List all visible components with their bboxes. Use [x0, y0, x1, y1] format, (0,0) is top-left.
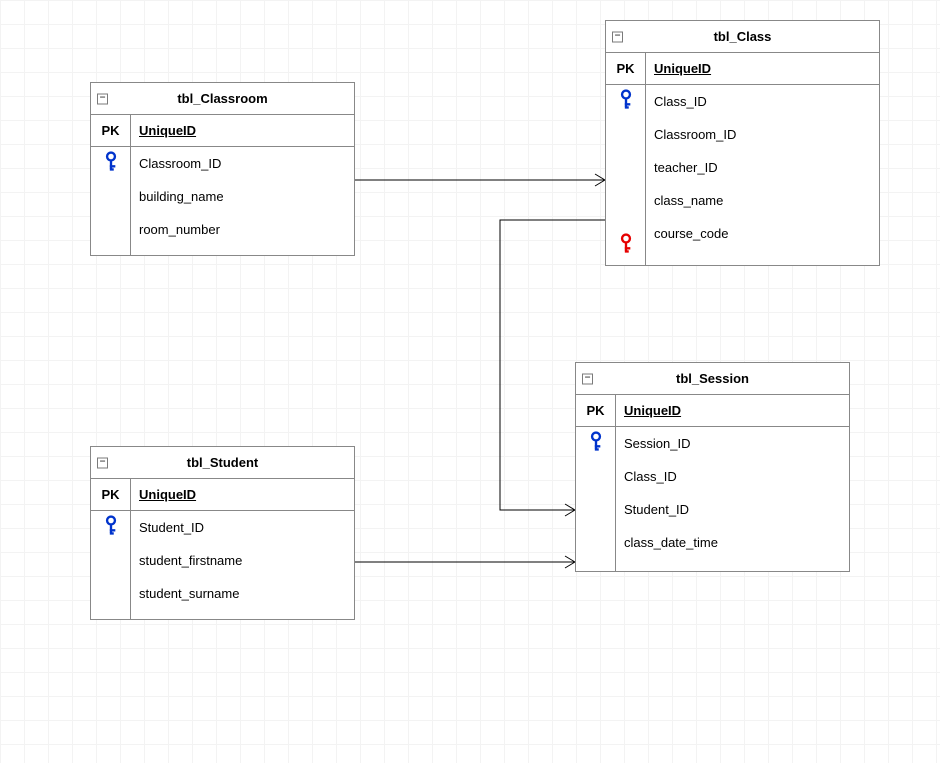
pk-row: PK UniqueID — [91, 479, 354, 511]
entity-session[interactable]: − tbl_Session PK UniqueID Session_IDClas… — [575, 362, 850, 572]
entity-title-text: tbl_Class — [714, 29, 772, 44]
field: class_date_time — [616, 526, 849, 559]
crows-foot-icon — [565, 556, 575, 568]
crows-foot-icon — [595, 174, 605, 186]
pk-row: PK UniqueID — [91, 115, 354, 147]
key-icon — [101, 151, 121, 173]
entity-class[interactable]: − tbl_Class PK UniqueID Class_IDClassroo… — [605, 20, 880, 266]
key-icon — [586, 431, 606, 453]
entity-body: Student_IDstudent_firstnamestudent_surna… — [91, 511, 354, 619]
fields-column: Session_IDClass_IDStudent_IDclass_date_t… — [616, 427, 849, 571]
field: Class_ID — [616, 460, 849, 493]
fields-column: Class_IDClassroom_IDteacher_IDclass_name… — [646, 85, 879, 265]
entity-body: Session_IDClass_IDStudent_IDclass_date_t… — [576, 427, 849, 571]
entity-body: Class_IDClassroom_IDteacher_IDclass_name… — [606, 85, 879, 265]
field: student_firstname — [131, 544, 354, 577]
collapse-icon[interactable]: − — [97, 457, 108, 468]
pk-label: UniqueID — [131, 479, 354, 510]
crows-foot-icon — [565, 504, 575, 516]
field: Student_ID — [131, 511, 354, 544]
field: room_number — [131, 213, 354, 246]
field: teacher_ID — [646, 151, 879, 184]
icon-column — [91, 147, 131, 255]
key-icon — [616, 89, 636, 111]
field: Session_ID — [616, 427, 849, 460]
icon-column — [576, 427, 616, 571]
entity-title-text: tbl_Student — [187, 455, 259, 470]
entity-student-title: − tbl_Student — [91, 447, 354, 479]
entity-classroom-title: − tbl_Classroom — [91, 83, 354, 115]
pk-header: PK — [606, 53, 646, 84]
field: Classroom_ID — [646, 118, 879, 151]
collapse-icon[interactable]: − — [612, 31, 623, 42]
key-icon — [616, 233, 636, 255]
entity-student[interactable]: − tbl_Student PK UniqueID Student_IDstud… — [90, 446, 355, 620]
entity-session-title: − tbl_Session — [576, 363, 849, 395]
pk-header: PK — [576, 395, 616, 426]
field: course_code — [646, 217, 879, 250]
icon-column — [606, 85, 646, 265]
er-canvas: − tbl_Classroom PK UniqueID Classroom_ID… — [0, 0, 940, 763]
entity-classroom[interactable]: − tbl_Classroom PK UniqueID Classroom_ID… — [90, 82, 355, 256]
pk-row: PK UniqueID — [576, 395, 849, 427]
pk-label: UniqueID — [131, 115, 354, 146]
entity-title-text: tbl_Session — [676, 371, 749, 386]
pk-row: PK UniqueID — [606, 53, 879, 85]
field: Classroom_ID — [131, 147, 354, 180]
fields-column: Student_IDstudent_firstnamestudent_surna… — [131, 511, 354, 619]
icon-column — [91, 511, 131, 619]
fields-column: Classroom_IDbuilding_nameroom_number — [131, 147, 354, 255]
collapse-icon[interactable]: − — [582, 373, 593, 384]
field: Class_ID — [646, 85, 879, 118]
entity-body: Classroom_IDbuilding_nameroom_number — [91, 147, 354, 255]
key-icon — [101, 515, 121, 537]
entity-title-text: tbl_Classroom — [177, 91, 267, 106]
pk-header: PK — [91, 115, 131, 146]
field: Student_ID — [616, 493, 849, 526]
pk-label: UniqueID — [616, 395, 849, 426]
pk-label: UniqueID — [646, 53, 879, 84]
field: building_name — [131, 180, 354, 213]
entity-class-title: − tbl_Class — [606, 21, 879, 53]
field: class_name — [646, 184, 879, 217]
collapse-icon[interactable]: − — [97, 93, 108, 104]
field: student_surname — [131, 577, 354, 610]
pk-header: PK — [91, 479, 131, 510]
